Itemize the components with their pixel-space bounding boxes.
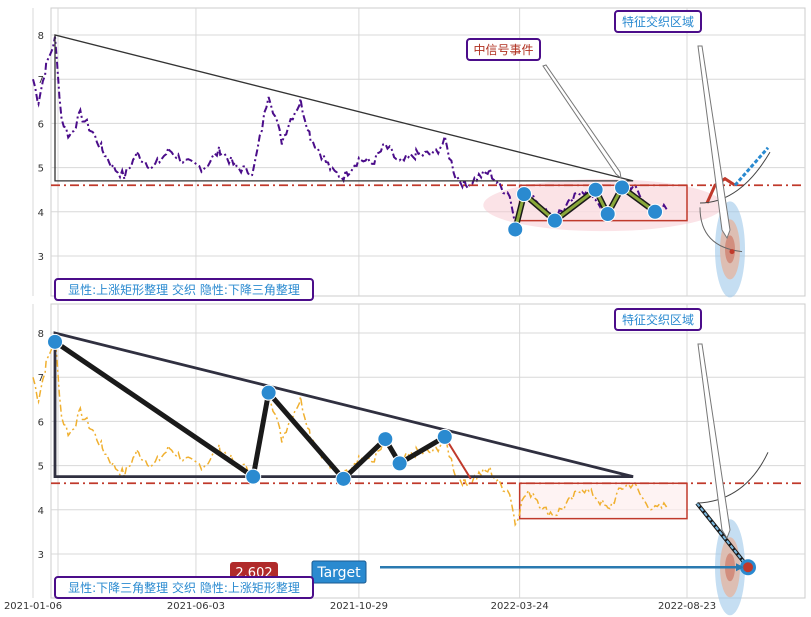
y-tick-label: 8 bbox=[38, 31, 44, 42]
projected-path-up bbox=[733, 146, 770, 187]
annotation-label: 特征交织区域 bbox=[622, 14, 694, 29]
pivot-point bbox=[260, 384, 277, 401]
x-tick-label: 2021-06-03 bbox=[167, 601, 225, 612]
callout-arrow-zone bbox=[697, 45, 731, 240]
triangle-pattern bbox=[54, 34, 634, 182]
callout-arrow-zone bbox=[697, 343, 731, 540]
pivot-point bbox=[546, 212, 563, 229]
x-tick-label: 2022-08-23 bbox=[658, 601, 716, 612]
y-tick-label: 5 bbox=[38, 164, 44, 175]
pivot-point bbox=[377, 431, 394, 448]
pattern-label: 显性:下降三角整理 交织 隐性:上涨矩形整理 bbox=[68, 580, 300, 595]
pattern-label-box bbox=[54, 278, 314, 301]
breakout-segment bbox=[443, 436, 472, 480]
callout-arrow-signal bbox=[542, 64, 622, 180]
pivot-point bbox=[245, 468, 262, 485]
x-tick-label: 2021-01-06 bbox=[4, 601, 62, 612]
pivot-point bbox=[335, 470, 352, 487]
pivot-point bbox=[614, 179, 631, 196]
target-arrowhead bbox=[736, 563, 744, 572]
y-tick-label: 8 bbox=[38, 329, 44, 340]
y-tick-label: 3 bbox=[38, 252, 44, 263]
target-marker bbox=[743, 562, 753, 573]
annotation-label: 中信号事件 bbox=[473, 42, 533, 57]
y-tick-label: 7 bbox=[38, 373, 44, 384]
annotation-box bbox=[614, 10, 702, 33]
projection-point bbox=[729, 249, 735, 255]
x-axis: 2021-01-06 2021-06-03 2021-10-29 2022-03-24… bbox=[4, 601, 716, 612]
y-tick-label: 4 bbox=[38, 506, 44, 517]
annotation-box bbox=[466, 38, 541, 61]
pattern-label-box bbox=[54, 576, 314, 599]
y-tick-label: 7 bbox=[38, 75, 44, 86]
y-tick-label: 4 bbox=[38, 208, 44, 219]
x-tick-label: 2022-03-24 bbox=[491, 601, 549, 612]
pattern-label: 显性:上涨矩形整理 交织 隐性:下降三角整理 bbox=[68, 282, 300, 297]
y-tick-label: 5 bbox=[38, 462, 44, 473]
pivot-point bbox=[516, 186, 533, 203]
pivot-point bbox=[47, 333, 64, 350]
projection-arc-up bbox=[696, 452, 769, 504]
projection-arc-down bbox=[699, 207, 743, 253]
pivot-point bbox=[436, 428, 453, 445]
pivot-point bbox=[507, 221, 524, 238]
y-tick-label: 6 bbox=[38, 119, 44, 130]
y-tick-label: 3 bbox=[38, 550, 44, 561]
annotation-box bbox=[614, 308, 702, 331]
pivot-point bbox=[587, 181, 604, 198]
price-line bbox=[32, 36, 668, 230]
projected-path bbox=[696, 502, 749, 568]
y-tick-label: 6 bbox=[38, 417, 44, 428]
x-tick-label: 2021-10-29 bbox=[330, 601, 388, 612]
target-label-box bbox=[311, 560, 367, 584]
price-line bbox=[32, 334, 668, 527]
annotation-label: 特征交织区域 bbox=[622, 312, 694, 327]
pivot-point bbox=[647, 203, 664, 220]
pivot-point bbox=[599, 206, 616, 223]
projection-arc-up bbox=[699, 151, 771, 204]
pivot-point bbox=[391, 455, 408, 472]
target-label: Target bbox=[316, 565, 361, 581]
